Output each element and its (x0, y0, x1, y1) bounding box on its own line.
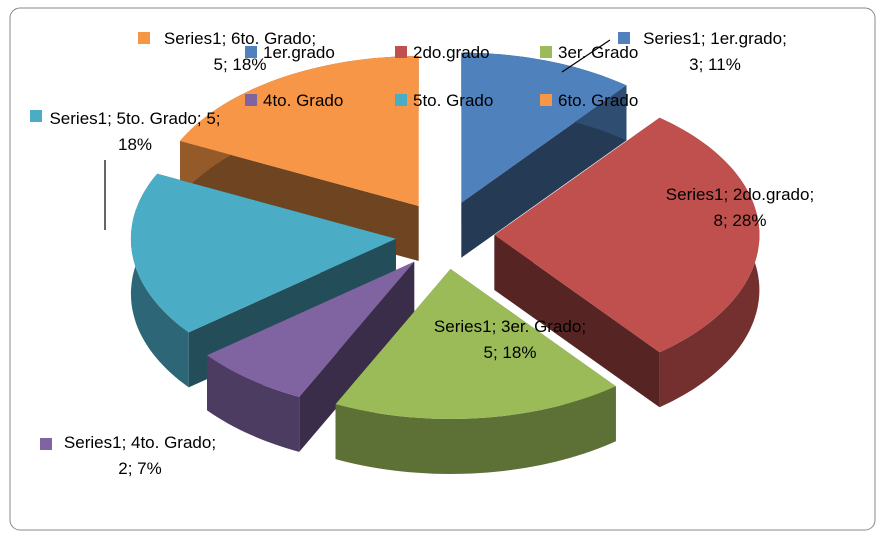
label-marker (40, 438, 52, 450)
slice-side (335, 386, 616, 474)
legend-label: 3er. Grado (558, 43, 639, 62)
leader-line (561, 39, 611, 73)
data-label: Series1; 3er. Grado; 5; 18% (433, 317, 587, 362)
legend-label: 5to. Grado (413, 91, 494, 110)
data-label: Series1; 2do.grado; 8; 28% (665, 185, 815, 230)
legend-label: 2do.grado (413, 43, 490, 62)
legend-marker (245, 94, 257, 106)
legend-marker (245, 46, 257, 58)
slice (130, 173, 396, 333)
slice-side (461, 85, 627, 258)
legend-marker (540, 94, 552, 106)
data-label: Series1; 1er.grado; 3; 11% (643, 29, 787, 74)
slice (461, 52, 627, 203)
legend-marker (395, 46, 407, 58)
data-label: Series1; 4to. Grado; 2; 7% (63, 433, 217, 478)
legend-label: 4to. Grado (263, 91, 344, 110)
label-marker (618, 32, 630, 44)
label-marker (138, 32, 150, 44)
legend-label: 6to. Grado (558, 91, 639, 110)
slice-side (207, 355, 300, 452)
slice-side (494, 235, 660, 408)
slice (494, 117, 760, 353)
slice (335, 269, 616, 419)
pie (130, 52, 760, 474)
label-marker (30, 110, 42, 122)
legend-marker (540, 46, 552, 58)
legend-label: 1er.grado (263, 43, 335, 62)
slice (180, 56, 419, 206)
slice (207, 261, 415, 397)
data-label: Series1; 6to. Grado; 5; 18% (163, 29, 317, 74)
data-label: Series1; 5to. Grado; 5; 18% (49, 109, 221, 154)
legend-marker (395, 94, 407, 106)
